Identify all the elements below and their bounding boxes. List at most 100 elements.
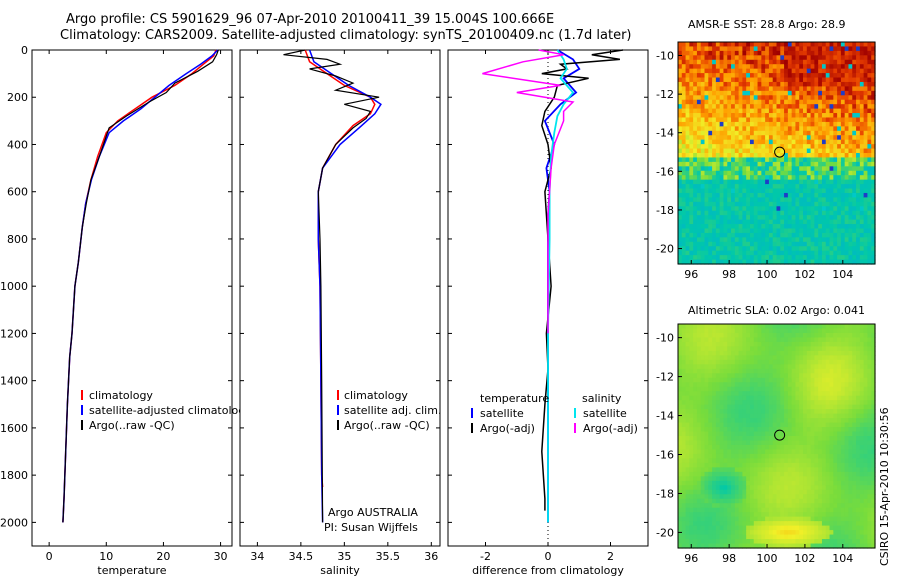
map-cell	[715, 350, 721, 356]
map-cell	[681, 126, 687, 132]
map-cell	[818, 117, 823, 123]
map-cell	[727, 117, 732, 123]
map-cell	[738, 237, 744, 243]
map-cell	[765, 42, 770, 48]
map-cell	[731, 68, 736, 74]
map-cell	[810, 104, 815, 110]
map-cell	[734, 73, 740, 79]
map-cell	[700, 201, 706, 207]
map-cell	[731, 192, 736, 198]
map-cell	[715, 81, 721, 87]
map-cell	[768, 324, 774, 330]
map-cell	[848, 42, 853, 48]
map-cell	[712, 359, 717, 365]
map-cell	[863, 250, 869, 256]
map-cell	[708, 153, 713, 159]
map-cell	[678, 543, 683, 549]
map-cell	[749, 46, 755, 52]
map-cell	[772, 81, 778, 87]
map-cell	[731, 462, 736, 468]
map-cell	[704, 498, 709, 504]
map-cell	[795, 121, 800, 127]
map-cell	[693, 59, 698, 65]
map-cell	[712, 50, 717, 56]
map-cell	[738, 476, 744, 482]
map-cell	[696, 250, 702, 256]
map-cell	[689, 539, 694, 545]
map-cell	[814, 255, 819, 261]
map-cell	[693, 228, 698, 234]
map-cell	[772, 512, 778, 518]
map-cell	[685, 68, 690, 74]
map-cell	[821, 139, 827, 145]
map-cell	[761, 453, 766, 459]
map-cell	[791, 228, 797, 234]
map-cell	[803, 179, 808, 185]
map-cell	[859, 50, 865, 56]
map-cell	[712, 485, 717, 491]
map-cell	[803, 175, 808, 181]
map-cell	[784, 241, 789, 247]
map-cell	[757, 462, 762, 468]
map-cell	[757, 95, 762, 101]
map-cell	[840, 471, 846, 477]
map-cell	[757, 46, 762, 52]
map-cell	[856, 224, 861, 230]
map-cell	[871, 77, 876, 83]
map-cell	[829, 59, 834, 65]
map-cell	[814, 400, 819, 406]
map-cell	[689, 364, 694, 370]
map-cell	[734, 422, 740, 428]
map-cell	[833, 237, 838, 243]
map-cell	[765, 246, 770, 252]
map-cell	[749, 59, 755, 65]
map-cell	[814, 175, 819, 181]
map-cell	[803, 444, 808, 451]
map-cell	[810, 503, 815, 509]
map-cell	[746, 422, 751, 428]
map-cell	[731, 59, 736, 65]
map-cell	[768, 355, 774, 361]
map-cell	[715, 42, 721, 48]
map-cell	[753, 237, 759, 243]
map-cell	[810, 81, 815, 87]
map-cell	[761, 259, 766, 265]
map-cell	[742, 507, 747, 513]
map-cell	[772, 521, 778, 527]
map-cell	[768, 117, 774, 123]
map-cell	[704, 250, 709, 256]
map-cell	[768, 391, 774, 397]
map-cell	[829, 427, 834, 433]
map-cell	[840, 184, 846, 190]
map-cell	[723, 188, 728, 194]
map-cell	[787, 237, 793, 243]
map-cell	[765, 418, 770, 424]
map-cell	[681, 346, 687, 352]
map-cell	[738, 364, 744, 370]
map-cell	[844, 324, 850, 330]
map-cell	[704, 201, 709, 207]
map-cell	[795, 73, 800, 79]
map-cell	[829, 332, 834, 339]
map-cell	[723, 153, 728, 159]
map-cell	[753, 337, 759, 343]
map-cell	[776, 377, 781, 383]
map-cell	[818, 409, 823, 415]
map-cell	[780, 250, 785, 256]
map-cell	[757, 530, 762, 536]
map-cell	[821, 148, 827, 154]
map-cell	[787, 197, 793, 203]
map-cell	[734, 404, 740, 410]
map-cell	[780, 121, 785, 127]
map-cell	[734, 250, 740, 256]
map-cell	[696, 404, 702, 410]
map-cell	[829, 471, 834, 477]
map-cell	[715, 86, 721, 92]
map-cell	[772, 219, 778, 225]
map-cell	[871, 73, 876, 79]
map-cell	[749, 337, 755, 343]
map-cell	[685, 255, 690, 261]
map-cell	[784, 117, 789, 123]
map-cell	[825, 241, 831, 247]
map-cell	[712, 418, 717, 424]
